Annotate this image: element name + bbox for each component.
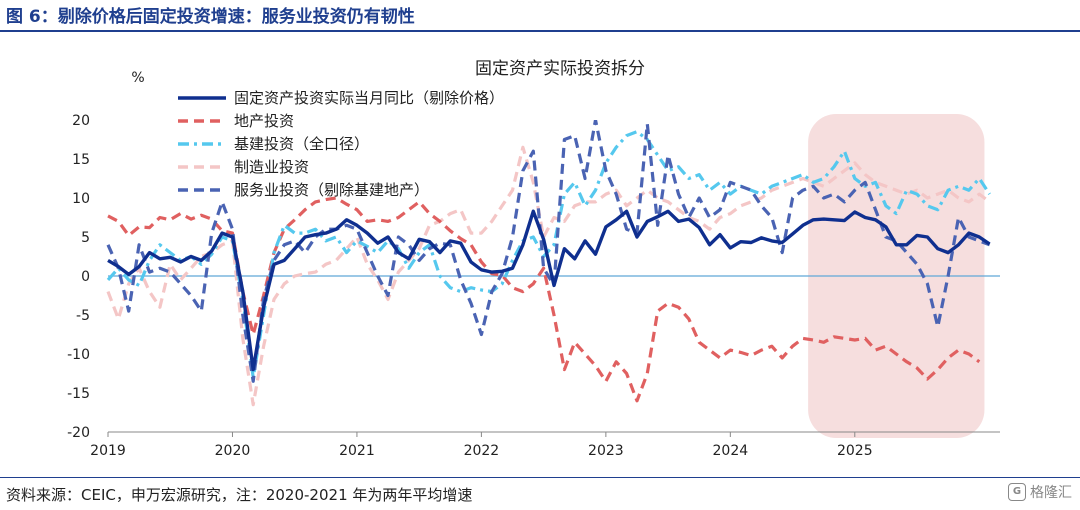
y-axis-unit: % xyxy=(131,70,144,86)
y-tick-label: -5 xyxy=(76,308,90,324)
y-tick-label: -10 xyxy=(67,347,90,363)
watermark-logo-icon: G xyxy=(1008,483,1026,501)
x-tick-label: 2019 xyxy=(90,443,126,459)
y-tick-label: 10 xyxy=(72,191,90,207)
x-tick-label: 2020 xyxy=(215,443,251,459)
x-tick-label: 2024 xyxy=(713,443,749,459)
watermark: G 格隆汇 xyxy=(1008,482,1072,502)
x-tick-label: 2021 xyxy=(339,443,375,459)
legend-label-infra: 基建投资（全口径） xyxy=(234,135,369,153)
legend-label-fixed: 固定资产投资实际当月同比（剔除价格） xyxy=(234,89,504,107)
legend-label-manufacturing: 制造业投资 xyxy=(234,158,309,176)
watermark-text: 格隆汇 xyxy=(1030,485,1072,501)
axis-layer: -20 -15 -10 -5 0 5 10 15 20 2019 2020 2021 2022 2023 2… xyxy=(67,113,1000,459)
bottom-rule xyxy=(0,477,1080,478)
series-line-fixed xyxy=(107,209,991,372)
y-tick-label: -15 xyxy=(67,386,90,402)
y-tick-label: 0 xyxy=(81,269,90,285)
series-line-manufacturing xyxy=(106,145,991,407)
chart: -20 -15 -10 -5 0 5 10 15 20 2019 2020 2021 2022 2023 2… xyxy=(67,59,1000,459)
series-line-infra xyxy=(106,130,991,379)
series-line-realestate xyxy=(107,196,981,403)
y-tick-label: 15 xyxy=(72,152,90,168)
x-tick-label: 2025 xyxy=(837,443,873,459)
series-layer xyxy=(106,120,991,407)
y-tick-label: -20 xyxy=(67,425,90,441)
legend-label-realestate: 地产投资 xyxy=(234,112,294,130)
figure-title: 图 6：剔除价格后固定投资增速：服务业投资仍有韧性 xyxy=(6,7,415,27)
title-rule xyxy=(0,30,1080,32)
x-tick-label: 2022 xyxy=(464,443,500,459)
y-tick-label: 20 xyxy=(72,113,90,129)
y-tick-label: 5 xyxy=(81,230,90,246)
legend-label-services: 服务业投资（剔除基建地产） xyxy=(234,181,429,199)
chart-title: 固定资产实际投资拆分 xyxy=(475,59,645,79)
x-tick-label: 2023 xyxy=(588,443,624,459)
source-note: 资料来源：CEIC，申万宏源研究，注：2020-2021 年为两年平均增速 xyxy=(6,486,473,504)
